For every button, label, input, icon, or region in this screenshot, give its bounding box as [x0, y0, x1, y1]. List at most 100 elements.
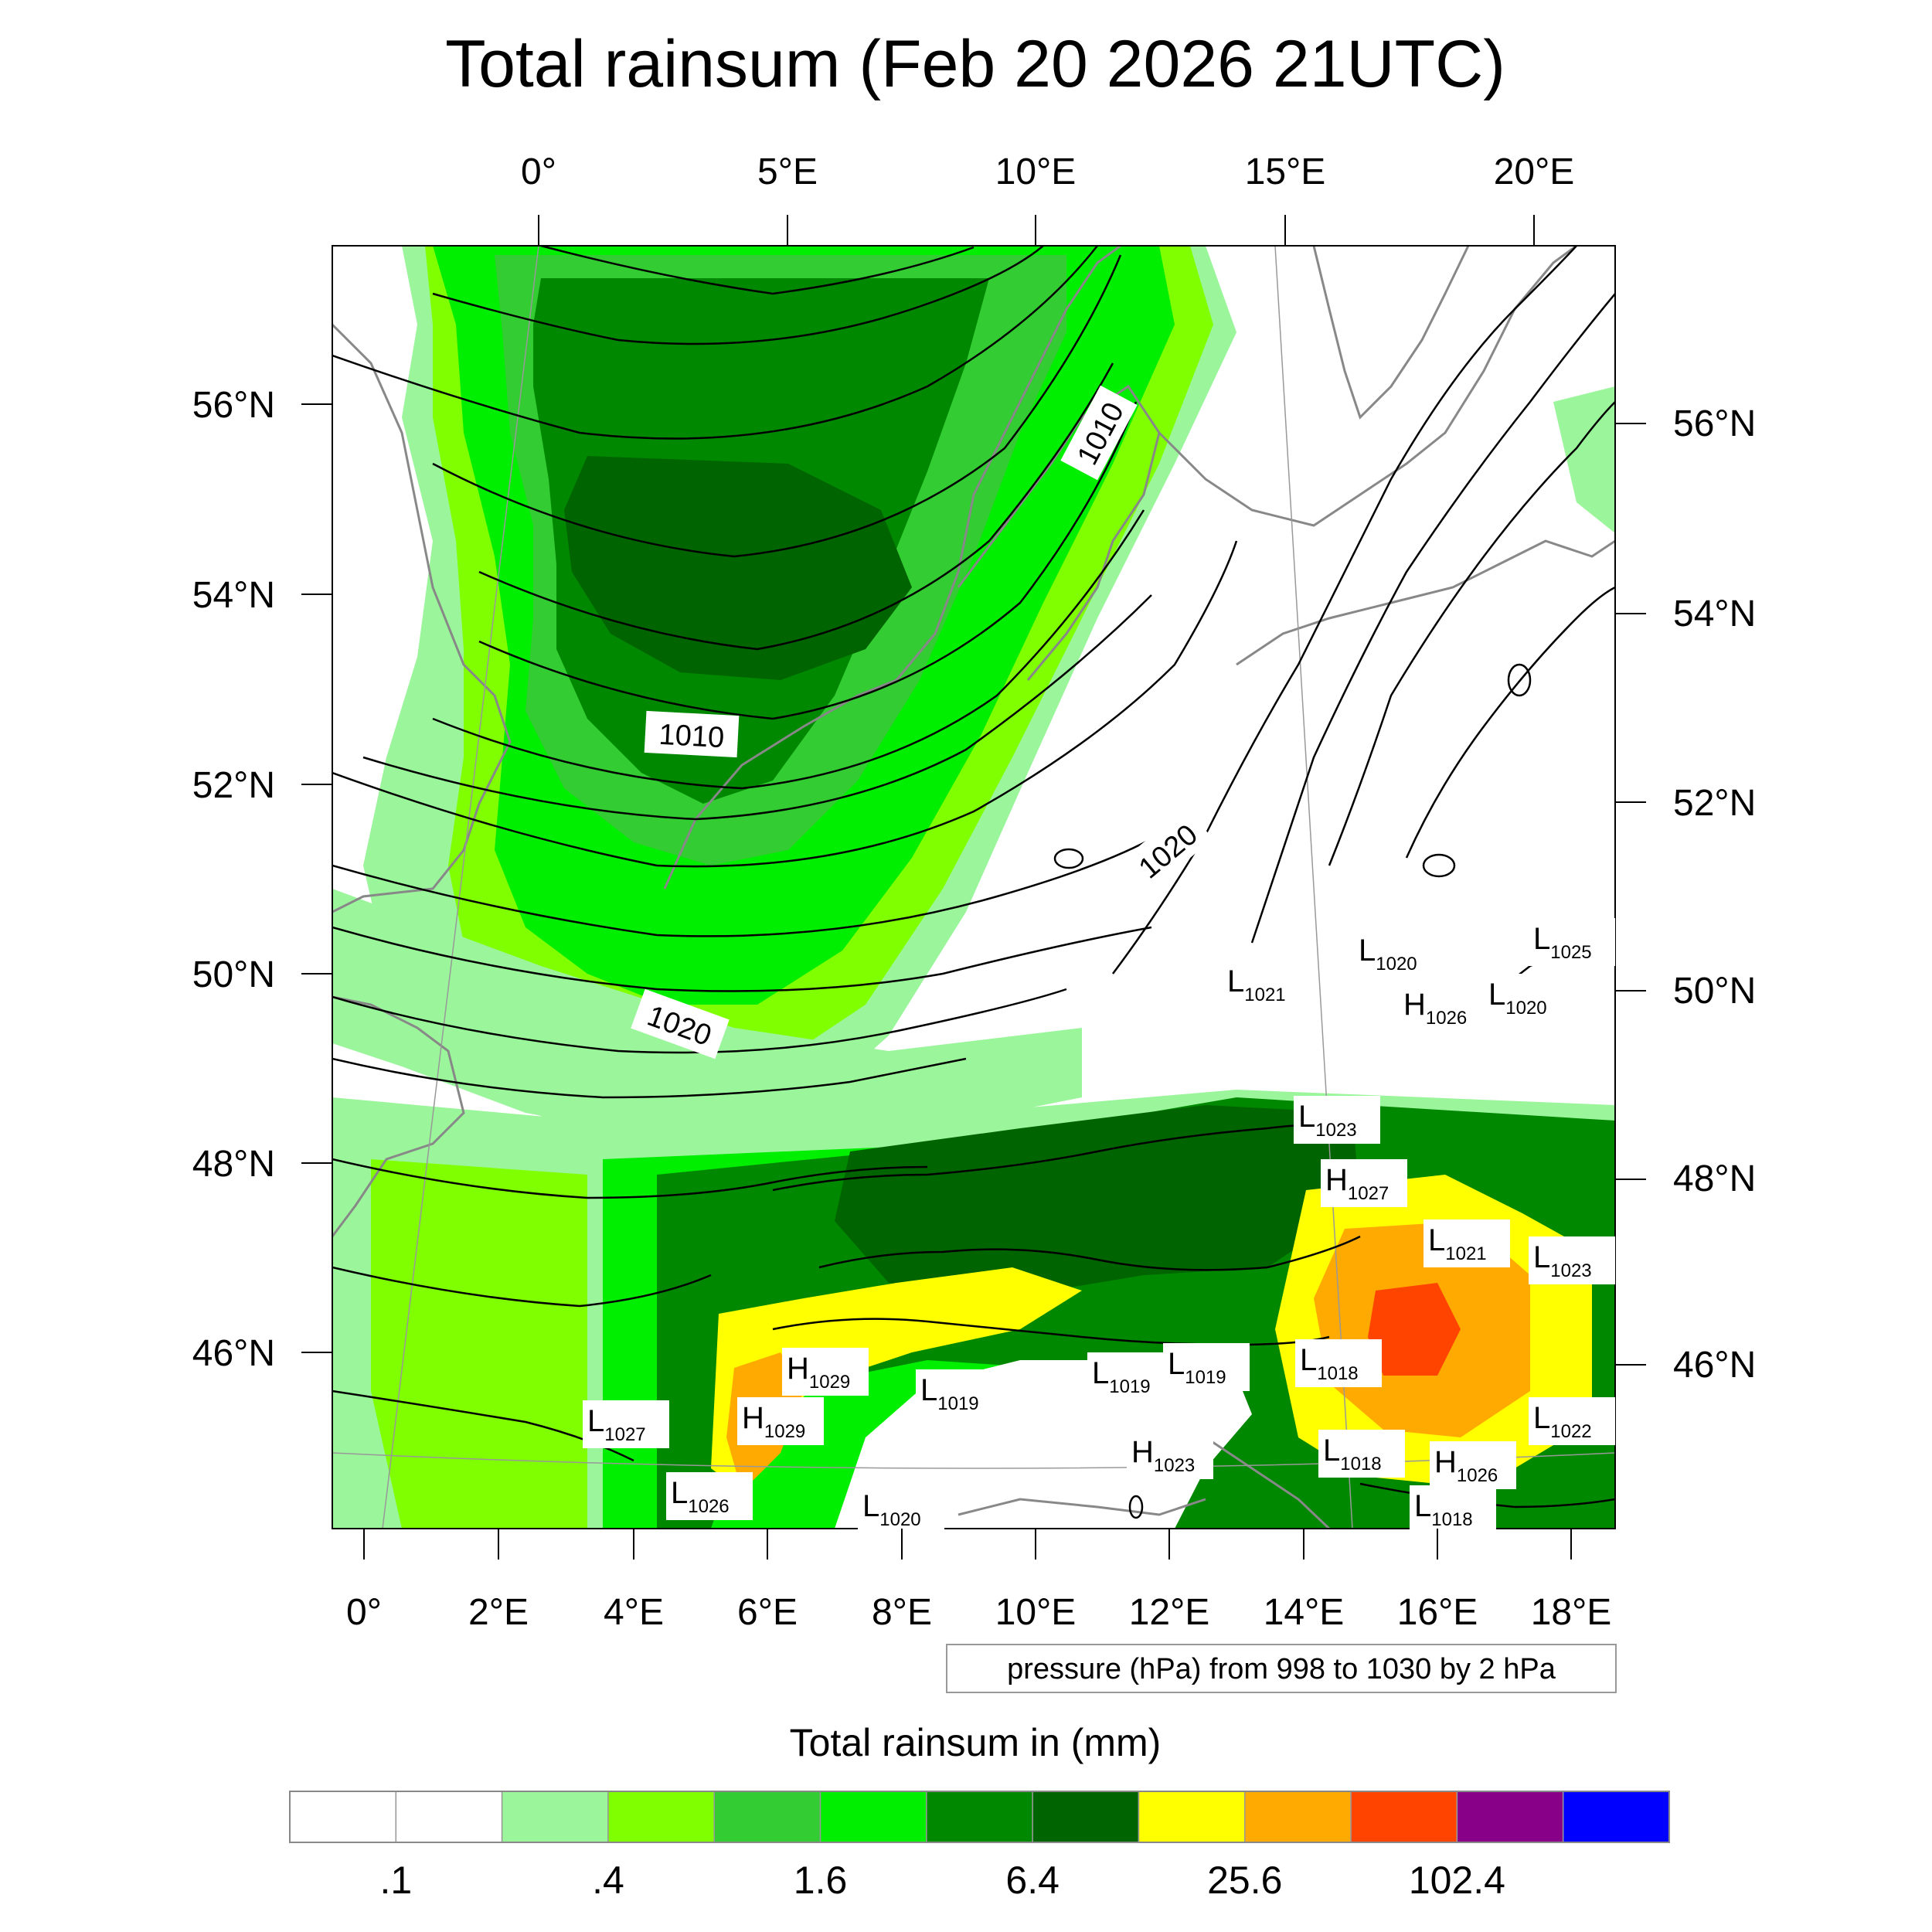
svg-text:H1023: H1023 [1131, 1435, 1195, 1476]
colorbar-swatch [289, 1791, 397, 1843]
low-pressure-label: L1020 [1484, 974, 1570, 1022]
contour-info-text: pressure (hPa) from 998 to 1030 by 2 hPa [1007, 1653, 1556, 1685]
isobar-9 [332, 988, 1067, 1054]
svg-text:L1018: L1018 [1300, 1343, 1359, 1384]
map-title: Total rainsum (Feb 20 2026 21UTC) [445, 27, 1505, 101]
colorbar-swatch [1350, 1791, 1458, 1843]
svg-text:L1027: L1027 [587, 1404, 646, 1445]
svg-text:L1019: L1019 [1168, 1347, 1226, 1388]
right-lat-label: 54°N [1673, 594, 1756, 634]
high-pressure-label: H1029 [782, 1348, 869, 1396]
coastline-sweden [1312, 246, 1470, 420]
graticule [332, 246, 1615, 1529]
axis-ticks [301, 215, 1646, 1560]
low-pressure-label: L1018 [1295, 1339, 1382, 1387]
rain-area-northwest-darkest [564, 456, 912, 680]
coastline-italy-north [957, 1498, 1206, 1516]
svg-text:L1025: L1025 [1533, 922, 1592, 963]
low-pressure-label: L1023 [1294, 1096, 1380, 1144]
svg-text:L1019: L1019 [920, 1373, 979, 1414]
colorbar-tick-label: 25.6 [1207, 1859, 1282, 1902]
isobar-10 [332, 1057, 967, 1099]
colorbar-swatch [501, 1791, 609, 1843]
bottom-lon-label: 16°E [1397, 1592, 1478, 1633]
colorbar-swatch [395, 1791, 503, 1843]
coastline-baltic [1158, 246, 1577, 527]
isobar-north-2 [432, 246, 1044, 345]
colorbar-swatch [713, 1791, 821, 1843]
low-pressure-label: L1019 [916, 1369, 1002, 1417]
left-lat-label: 46°N [192, 1333, 275, 1374]
top-lon-label: 20°E [1494, 151, 1575, 192]
svg-text:L1023: L1023 [1298, 1100, 1357, 1141]
low-pressure-label: L1020 [858, 1485, 944, 1533]
low-pressure-label: L1026 [666, 1472, 753, 1520]
right-latitude-labels: 56°N 54°N 52°N 50°N 48°N 46°N [1673, 403, 1756, 1386]
low-pressure-label: L1021 [1423, 1219, 1510, 1267]
low-pressure-label: L1025 [1529, 918, 1615, 966]
isobar-closed-1 [1053, 848, 1084, 869]
meridian-15e [1274, 246, 1353, 1529]
coastline-continent-north [663, 246, 1121, 889]
isobar-closed-3 [1422, 853, 1456, 878]
high-pressure-label: H1026 [1399, 984, 1485, 1032]
colorbar-swatch [1456, 1791, 1564, 1843]
right-lat-label: 46°N [1673, 1345, 1756, 1386]
bottom-lon-label: 2°E [468, 1592, 529, 1633]
right-lat-label: 50°N [1673, 971, 1756, 1012]
bottom-lon-label: 10°E [995, 1592, 1077, 1633]
svg-text:H1026: H1026 [1434, 1445, 1498, 1486]
coastline-adriatic [1205, 1436, 1331, 1529]
low-pressure-label: L1018 [1410, 1485, 1496, 1533]
contour-info-box: pressure (hPa) from 998 to 1030 by 2 hPa [946, 1644, 1617, 1693]
colorbar-tick-label: 102.4 [1409, 1859, 1505, 1902]
colorbar-swatch [1244, 1791, 1352, 1843]
rain-area-northeast-coast [1553, 386, 1615, 533]
svg-text:H1027: H1027 [1325, 1163, 1389, 1204]
low-pressure-label: L1020 [1354, 930, 1440, 978]
isobar-12 [332, 1266, 712, 1308]
meridian-0 [382, 246, 539, 1529]
top-lon-label: 5°E [757, 151, 818, 192]
svg-text:L1018: L1018 [1323, 1434, 1382, 1475]
low-pressure-label: L1021 [1223, 961, 1309, 1009]
isobar-8 [332, 926, 1152, 992]
colorbar-swatch [1562, 1791, 1670, 1843]
right-lat-label: 56°N [1673, 403, 1756, 444]
colorbar-swatch [607, 1791, 715, 1843]
low-pressure-label: L1023 [1529, 1236, 1615, 1284]
contour-label-2: 1010 [644, 710, 740, 758]
coastline-britain [332, 323, 512, 913]
colorbar-tick-label: 6.4 [1005, 1859, 1060, 1902]
svg-text:L1022: L1022 [1533, 1401, 1592, 1442]
bottom-lon-label: 14°E [1264, 1592, 1345, 1633]
colorbar-tick-label: 1.6 [794, 1859, 848, 1902]
bottom-lon-label: 0° [346, 1592, 382, 1633]
svg-text:H1029: H1029 [787, 1352, 850, 1393]
high-pressure-label: H1023 [1127, 1431, 1213, 1479]
top-lon-label: 0° [521, 151, 556, 192]
high-pressure-label: H1027 [1321, 1159, 1407, 1207]
svg-text:L1019: L1019 [1092, 1356, 1151, 1397]
parallel-45n [332, 1452, 1615, 1469]
top-lon-label: 10°E [995, 151, 1077, 192]
colorbar-swatch [819, 1791, 927, 1843]
isobar-east-2 [1250, 293, 1615, 944]
bottom-lon-label: 12°E [1129, 1592, 1210, 1633]
isobar-4 [432, 509, 1145, 790]
rain-area-west-lowlands [332, 889, 1082, 1144]
isobar-1 [432, 254, 1122, 558]
isobar-5 [362, 594, 1152, 821]
svg-text:H1029: H1029 [742, 1401, 805, 1442]
isobar-closed-4 [1128, 1495, 1144, 1519]
isobar-north-1 [540, 246, 975, 295]
high-pressure-label: H1026 [1430, 1441, 1516, 1489]
isobar-6 [332, 540, 1238, 868]
svg-text:L1021: L1021 [1428, 1223, 1487, 1264]
isobar-east-3 [1328, 401, 1615, 866]
colorbar-swatch [926, 1791, 1033, 1843]
bottom-lon-label: 8°E [872, 1592, 932, 1633]
plot-frame [332, 245, 1616, 1529]
left-lat-label: 52°N [192, 765, 275, 806]
